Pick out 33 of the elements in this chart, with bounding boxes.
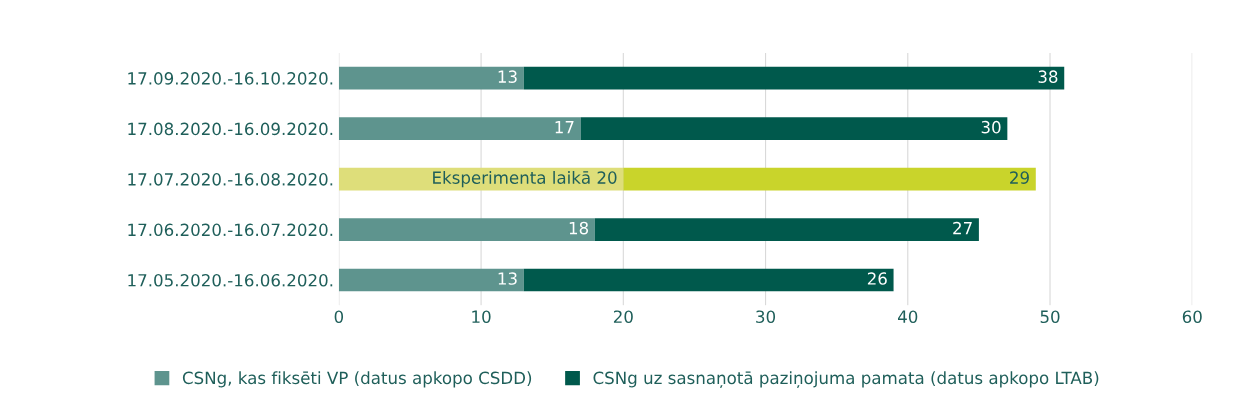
y-tick-label: 17.09.2020.-16.10.2020. — [128, 72, 333, 85]
bar — [338, 66, 524, 90]
data-label: 29 — [1010, 171, 1029, 184]
data-label: 38 — [1038, 70, 1058, 83]
bar — [523, 268, 894, 292]
bar — [338, 268, 524, 292]
data-label: 27 — [953, 221, 972, 235]
data-label: 30 — [981, 120, 1001, 134]
x-tick-label: 40 — [897, 310, 918, 324]
legend-label: CSNg, kas fiksēti VP (datus apkopo CSDD) — [182, 371, 532, 388]
bar — [338, 218, 595, 241]
y-tick-label: 17.07.2020.-16.08.2020. — [128, 173, 333, 186]
data-label: 13 — [498, 70, 517, 83]
x-tick-label: 60 — [1182, 310, 1202, 324]
legend-label: CSNg uz sasnaņotā paziņojuma pamata (datus apkopo LTAB) — [593, 371, 1099, 388]
x-tick-label: 30 — [756, 310, 776, 324]
data-label: 26 — [867, 272, 887, 285]
bar — [594, 218, 979, 241]
data-label: 17 — [555, 121, 574, 134]
data-label: 13 — [498, 272, 517, 285]
bar — [523, 66, 1065, 90]
bar — [580, 117, 1008, 140]
bar — [623, 167, 1036, 191]
x-tick-label: 50 — [1040, 310, 1060, 324]
bar — [338, 117, 581, 140]
x-tick-label: 0 — [334, 310, 344, 324]
data-label: 18 — [569, 221, 589, 235]
x-tick-label: 10 — [472, 310, 491, 324]
y-tick-label: 17.08.2020.-16.09.2020. — [128, 122, 333, 136]
data-label: Eksperimenta laikā 20 — [433, 171, 617, 188]
y-tick-label: 17.06.2020.-16.07.2020. — [128, 223, 333, 237]
x-tick-label: 20 — [613, 310, 633, 324]
y-tick-label: 17.05.2020.-16.06.2020. — [128, 273, 333, 287]
